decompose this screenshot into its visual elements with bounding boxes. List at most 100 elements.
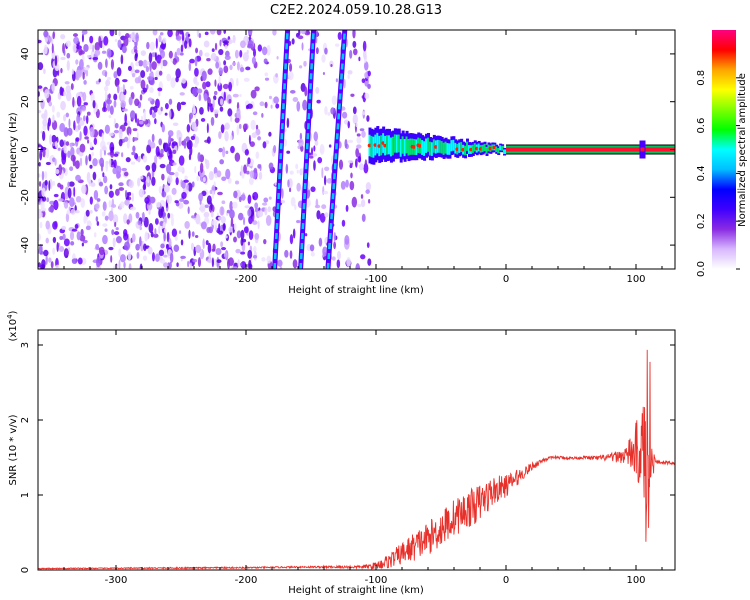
spectrogram-cell <box>64 249 69 256</box>
spectrogram-cell <box>195 81 200 86</box>
spectrogram-cell <box>128 96 133 106</box>
spectrogram-cell <box>146 144 152 154</box>
spectrogram-cell <box>101 145 107 152</box>
spectrogram-cell <box>227 177 232 184</box>
spectrogram-cell <box>123 136 129 142</box>
spectrogram-cell <box>40 264 46 269</box>
spectrogram-cell <box>220 124 225 134</box>
spectrogram-cell <box>103 175 108 184</box>
spectrogram-cell <box>276 55 279 60</box>
spectrogram-cell <box>300 30 306 35</box>
spectrogram-cell <box>198 93 202 102</box>
spectrogram-cell <box>142 87 148 93</box>
spectrogram-cell <box>257 136 262 141</box>
spectrogram-cell <box>179 52 184 56</box>
spectrogram-cell <box>239 50 243 58</box>
spectrogram-cell <box>45 220 51 230</box>
spectrogram-cell <box>335 78 338 83</box>
carrier-blob-inner <box>389 137 393 157</box>
spectrogram-cell <box>143 111 147 122</box>
spectrogram-cell <box>176 47 181 56</box>
spectrogram-cell <box>115 188 120 196</box>
spectrogram-cell <box>203 40 210 48</box>
spectrogram-cell <box>264 77 270 81</box>
spectrogram-cell <box>367 258 372 266</box>
spectrogram-cell <box>44 171 48 180</box>
spectrogram-y-ticks: -40 -20 0 20 40 <box>20 48 675 253</box>
spectrogram-cell <box>161 59 168 67</box>
spectrogram-cell <box>357 156 362 163</box>
spectrogram-y-tick-label: -20 <box>20 189 31 205</box>
spectrogram-cell <box>162 37 167 44</box>
spectrogram-cell <box>122 108 128 112</box>
spectrogram-cell <box>89 196 93 205</box>
spectrogram-cell <box>171 228 178 237</box>
spectrogram-cell <box>112 214 119 224</box>
spectrogram-cell <box>142 155 148 163</box>
spectrogram-cell <box>240 262 243 267</box>
carrier-blob-inner <box>421 140 425 155</box>
spectrogram-cell <box>148 72 154 78</box>
carrier-blob-inner <box>440 141 444 154</box>
spectrogram-cell <box>299 132 303 141</box>
spectrogram-cell <box>154 76 158 81</box>
spectrogram-cell <box>244 205 250 209</box>
spectrogram-cell <box>190 135 196 141</box>
spectrogram-cell <box>83 125 88 136</box>
spectrogram-cell <box>358 56 361 62</box>
spectrogram-cell <box>149 41 155 51</box>
spectrogram-cell <box>58 164 63 176</box>
spectrogram-cell <box>42 130 46 141</box>
carrier-blob-inner <box>458 142 462 153</box>
spectrogram-cell <box>81 184 87 194</box>
spectrogram-cell <box>147 97 153 102</box>
spectrogram-cell <box>356 133 361 137</box>
spectrogram-cell <box>298 30 301 36</box>
spectrogram-cell <box>149 108 153 116</box>
carrier-blob-inner <box>436 139 440 153</box>
spectrogram-cell <box>69 231 75 241</box>
spectrogram-cell <box>113 129 120 134</box>
spectrogram-cell <box>183 138 187 149</box>
spectrogram-cell <box>143 216 149 228</box>
spectrogram-cell <box>341 111 348 119</box>
spectrogram-cell <box>122 79 128 83</box>
spectrogram-cell <box>124 199 130 206</box>
spectrogram-cell <box>65 212 70 223</box>
spectrogram-cell <box>113 231 120 236</box>
spectrogram-cell <box>245 66 251 71</box>
spectrogram-cell <box>247 157 251 165</box>
spectrogram-cell <box>151 133 155 143</box>
svg-text:(x104): (x104) <box>6 310 19 341</box>
spectrogram-cell <box>131 192 134 202</box>
carrier-blob-inner <box>395 134 399 153</box>
spectrogram-cell <box>352 30 356 39</box>
spectrogram-cell <box>103 36 109 46</box>
spectrogram-cell <box>163 231 166 242</box>
spectrogram-cell <box>88 177 92 187</box>
spectrogram-cell <box>331 95 337 106</box>
spectrogram-cell <box>289 63 293 72</box>
spectrogram-cell <box>172 122 179 126</box>
spectrogram-cell <box>317 157 323 164</box>
spectrogram-cell <box>148 52 153 63</box>
spectrogram-cell <box>114 221 117 228</box>
spectrogram-cell <box>247 30 253 36</box>
spectrogram-cell <box>161 190 167 198</box>
spectrogram-cell <box>83 79 87 85</box>
spectrogram-cell <box>263 58 268 64</box>
carrier-blob-inner <box>452 139 456 151</box>
snr-x-ticks: -300 -200 -100 0 100 <box>37 330 663 586</box>
spectrogram-cell <box>168 171 175 176</box>
carrier-blob-inner <box>438 140 442 153</box>
spectrogram-cell <box>290 196 296 207</box>
spectrogram-cell <box>349 49 353 59</box>
spectrogram-cell <box>76 114 81 124</box>
spectrogram-cell <box>301 42 304 51</box>
spectrogram-cell <box>99 148 103 159</box>
spectrogram-cell <box>123 232 129 241</box>
spectrogram-cell <box>38 181 42 187</box>
spectrogram-cell <box>351 196 358 208</box>
spectrogram-cell <box>227 39 233 45</box>
spectrogram-cell <box>156 54 162 64</box>
